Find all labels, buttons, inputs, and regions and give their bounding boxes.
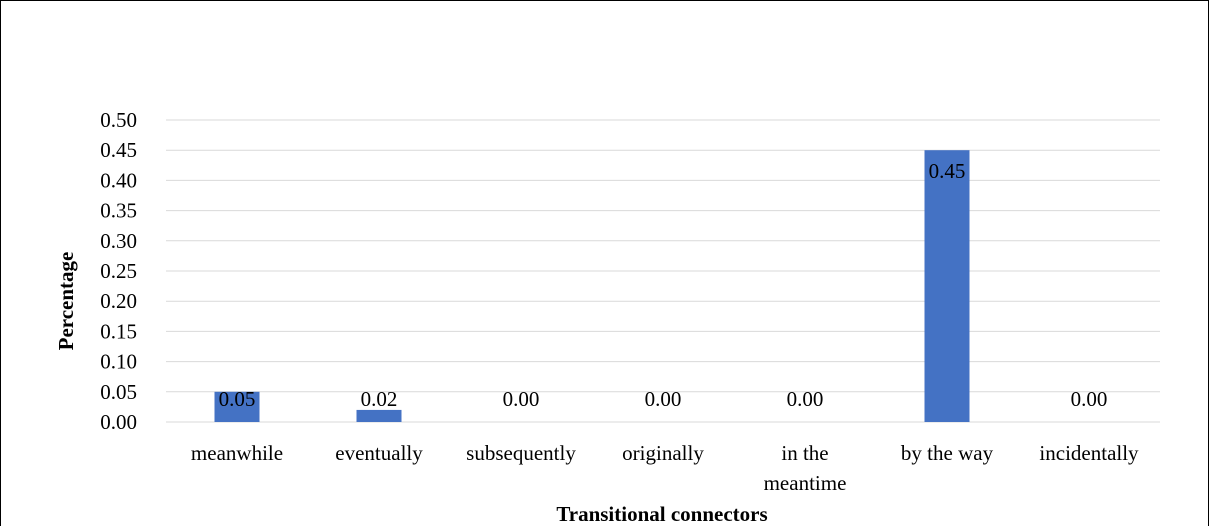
bar: [356, 409, 402, 422]
y-tick-label: 0.20: [100, 289, 137, 313]
y-tick-label: 0.35: [100, 199, 137, 223]
x-tick-label: by the way: [901, 441, 994, 465]
x-axis-title: Transitional connectors: [556, 502, 767, 526]
gridlines: [166, 119, 1160, 423]
bars: [214, 150, 970, 422]
x-tick-label: meantime: [764, 471, 847, 495]
data-label: 0.00: [787, 387, 824, 411]
bar: [214, 391, 260, 422]
y-tick-label: 0.00: [100, 410, 137, 434]
bar: [924, 150, 970, 422]
data-labels: 0.05 0.02 0.00 0.00 0.00 0.45 0.00: [219, 159, 1108, 411]
y-axis-ticks: 0.00 0.05 0.10 0.15 0.20 0.25 0.30 0.35 0.40 0.45…: [100, 108, 137, 434]
x-tick-label: incidentally: [1039, 441, 1139, 465]
y-tick-label: 0.25: [100, 259, 137, 283]
data-label: 0.00: [1071, 387, 1108, 411]
x-tick-label: originally: [622, 441, 704, 465]
data-label: 0.00: [503, 387, 540, 411]
y-tick-label: 0.50: [100, 108, 137, 132]
x-tick-label: meanwhile: [191, 441, 283, 465]
y-tick-label: 0.15: [100, 319, 137, 343]
y-tick-label: 0.05: [100, 380, 137, 404]
data-label: 0.05: [219, 387, 256, 411]
data-label: 0.02: [361, 387, 398, 411]
x-axis-ticks: meanwhile eventually subsequently originall…: [191, 441, 1139, 495]
y-tick-label: 0.30: [100, 229, 137, 253]
data-label: 0.45: [929, 159, 966, 183]
y-tick-label: 0.45: [100, 138, 137, 162]
data-label: 0.00: [645, 387, 682, 411]
y-axis-title: Percentage: [54, 252, 78, 351]
y-tick-label: 0.10: [100, 350, 137, 374]
x-tick-label: in the: [781, 441, 828, 465]
y-tick-label: 0.40: [100, 168, 137, 192]
x-tick-label: eventually: [335, 441, 423, 465]
x-tick-label: subsequently: [466, 441, 576, 465]
